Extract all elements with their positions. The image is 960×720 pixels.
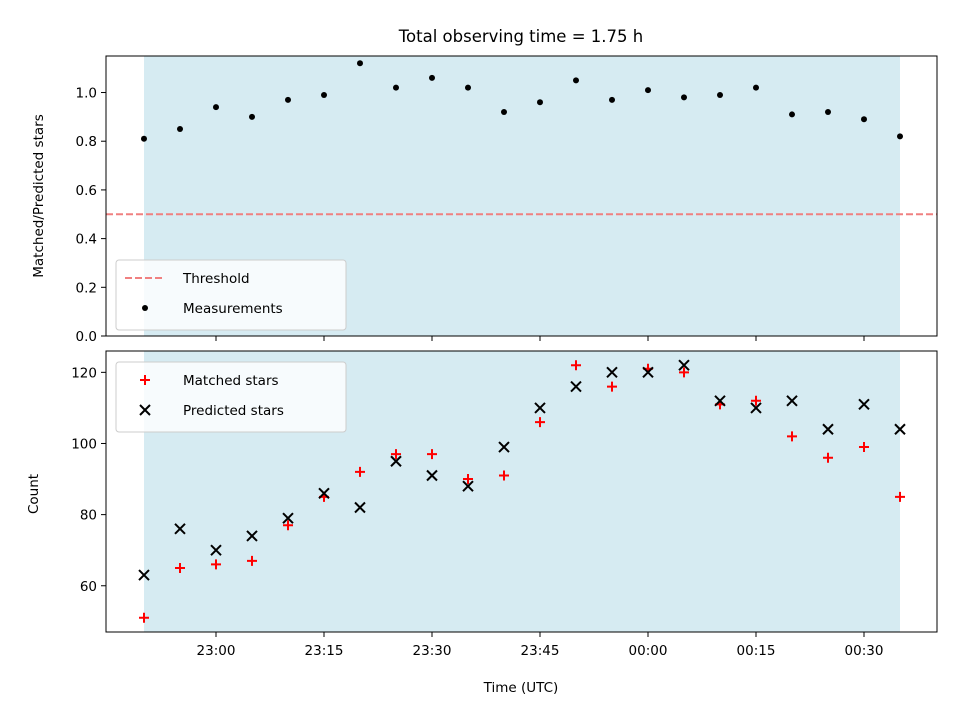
measurement-point (789, 111, 795, 118)
predicted-stars-point (426, 469, 438, 482)
predicted-stars-point (894, 423, 906, 435)
bottom-y-axis-label: Count (26, 474, 42, 514)
measurement-point (285, 96, 291, 103)
y-tick-label: 80 (80, 508, 97, 524)
chart-title: Total observing time = 1.75 h (398, 27, 643, 46)
predicted-stars-point (246, 530, 258, 542)
matched-stars-point (463, 474, 473, 485)
legend-box (115, 361, 347, 433)
legend-box (115, 259, 347, 331)
matched-stars-point (859, 442, 869, 453)
matched-stars-point (427, 449, 437, 460)
y-tick-label: 60 (80, 579, 97, 595)
measurement-point (249, 113, 255, 120)
y-tick-label: 0.2 (76, 280, 97, 296)
matched-stars-point (247, 555, 257, 566)
legend-label: Predicted stars (183, 403, 284, 419)
measurement-point (357, 60, 363, 67)
measurement-point (717, 91, 723, 98)
x-tick-label: 23:15 (305, 643, 344, 659)
legend-matched-swatch (140, 375, 150, 385)
matched-stars-point (787, 431, 797, 442)
matched-stars-point (283, 520, 293, 531)
measurement-point (573, 77, 579, 84)
matched-stars-point (499, 470, 509, 481)
matched-stars-point (751, 395, 761, 406)
matched-stars-point (391, 449, 401, 460)
predicted-stars-point (498, 441, 510, 453)
matched-stars-point (607, 381, 617, 392)
measurement-point (393, 84, 399, 91)
legend-label: Measurements (183, 301, 283, 317)
predicted-stars-point (462, 480, 474, 492)
count-panel: 60 80 100 120 23:00 23:15 23:30 23:45 00:00 00:15… (71, 350, 938, 659)
legend-predicted-swatch (139, 404, 151, 416)
axes-frame (105, 350, 938, 633)
matched-stars-point (355, 466, 365, 477)
x-axis-label: Time (UTC) (483, 680, 559, 696)
predicted-stars-point (354, 501, 366, 514)
predicted-stars-point (750, 402, 762, 414)
matched-stars-point (823, 452, 833, 463)
x-tick-label: 00:30 (845, 643, 884, 659)
matched-stars-point (571, 360, 581, 371)
legend-label: Matched stars (183, 373, 279, 389)
matched-stars-point (139, 612, 149, 623)
top-y-axis-label: Matched/Predicted stars (31, 114, 47, 277)
measurement-point (429, 74, 435, 81)
measurement-point (681, 94, 687, 101)
matched-stars-point (175, 562, 185, 573)
legend-label: Threshold (182, 271, 250, 287)
matched-stars-point (535, 417, 545, 428)
measurement-point (753, 84, 759, 91)
measurement-point (537, 99, 543, 106)
y-tick-label: 100 (71, 436, 97, 452)
predicted-stars-point (822, 423, 834, 435)
matched-stars-point (895, 491, 905, 502)
predicted-stars-point (570, 380, 582, 393)
x-tick-label: 23:45 (521, 643, 560, 659)
measurement-point (141, 135, 147, 142)
predicted-stars-point (678, 359, 690, 371)
x-tick-label: 00:15 (737, 643, 776, 659)
axes-frame (105, 55, 938, 337)
measurement-point (645, 87, 651, 94)
predicted-stars-point (282, 512, 294, 524)
y-tick-label: 0.4 (76, 232, 97, 248)
predicted-stars-point (642, 366, 654, 379)
measurement-point (213, 104, 219, 111)
predicted-stars-point (534, 402, 546, 414)
predicted-stars-point (390, 455, 402, 467)
x-tick-label: 23:30 (413, 643, 452, 659)
y-tick-label: 0.0 (76, 329, 97, 345)
matched-stars-point (679, 367, 689, 378)
x-tick-label: 00:00 (629, 643, 668, 659)
measurement-point (897, 133, 903, 140)
predicted-stars-point (714, 395, 726, 407)
measurement-point (861, 116, 867, 123)
matched-stars-point (211, 559, 221, 570)
predicted-stars-point (138, 569, 150, 581)
y-tick-label: 0.8 (76, 134, 97, 150)
predicted-stars-point (318, 487, 330, 499)
predicted-stars-point (858, 398, 870, 411)
y-tick-label: 0.6 (76, 183, 97, 199)
measurement-point (177, 126, 183, 133)
predicted-stars-point (606, 366, 618, 379)
y-tick-label: 1.0 (76, 86, 97, 102)
predicted-stars-point (210, 544, 222, 556)
measurement-point (825, 109, 831, 115)
measurement-point (465, 84, 471, 91)
predicted-stars-point (174, 523, 186, 535)
y-tick-label: 120 (71, 365, 97, 381)
ratio-panel: 0.0 0.2 0.4 0.6 0.8 1.0 Threshold Measurements (76, 55, 938, 345)
measurement-point (501, 109, 507, 115)
measurement-point (321, 91, 327, 98)
legend-measurement-swatch (142, 305, 148, 311)
x-tick-label: 23:00 (197, 643, 236, 659)
measurement-point (609, 96, 615, 103)
predicted-stars-point (786, 395, 798, 407)
